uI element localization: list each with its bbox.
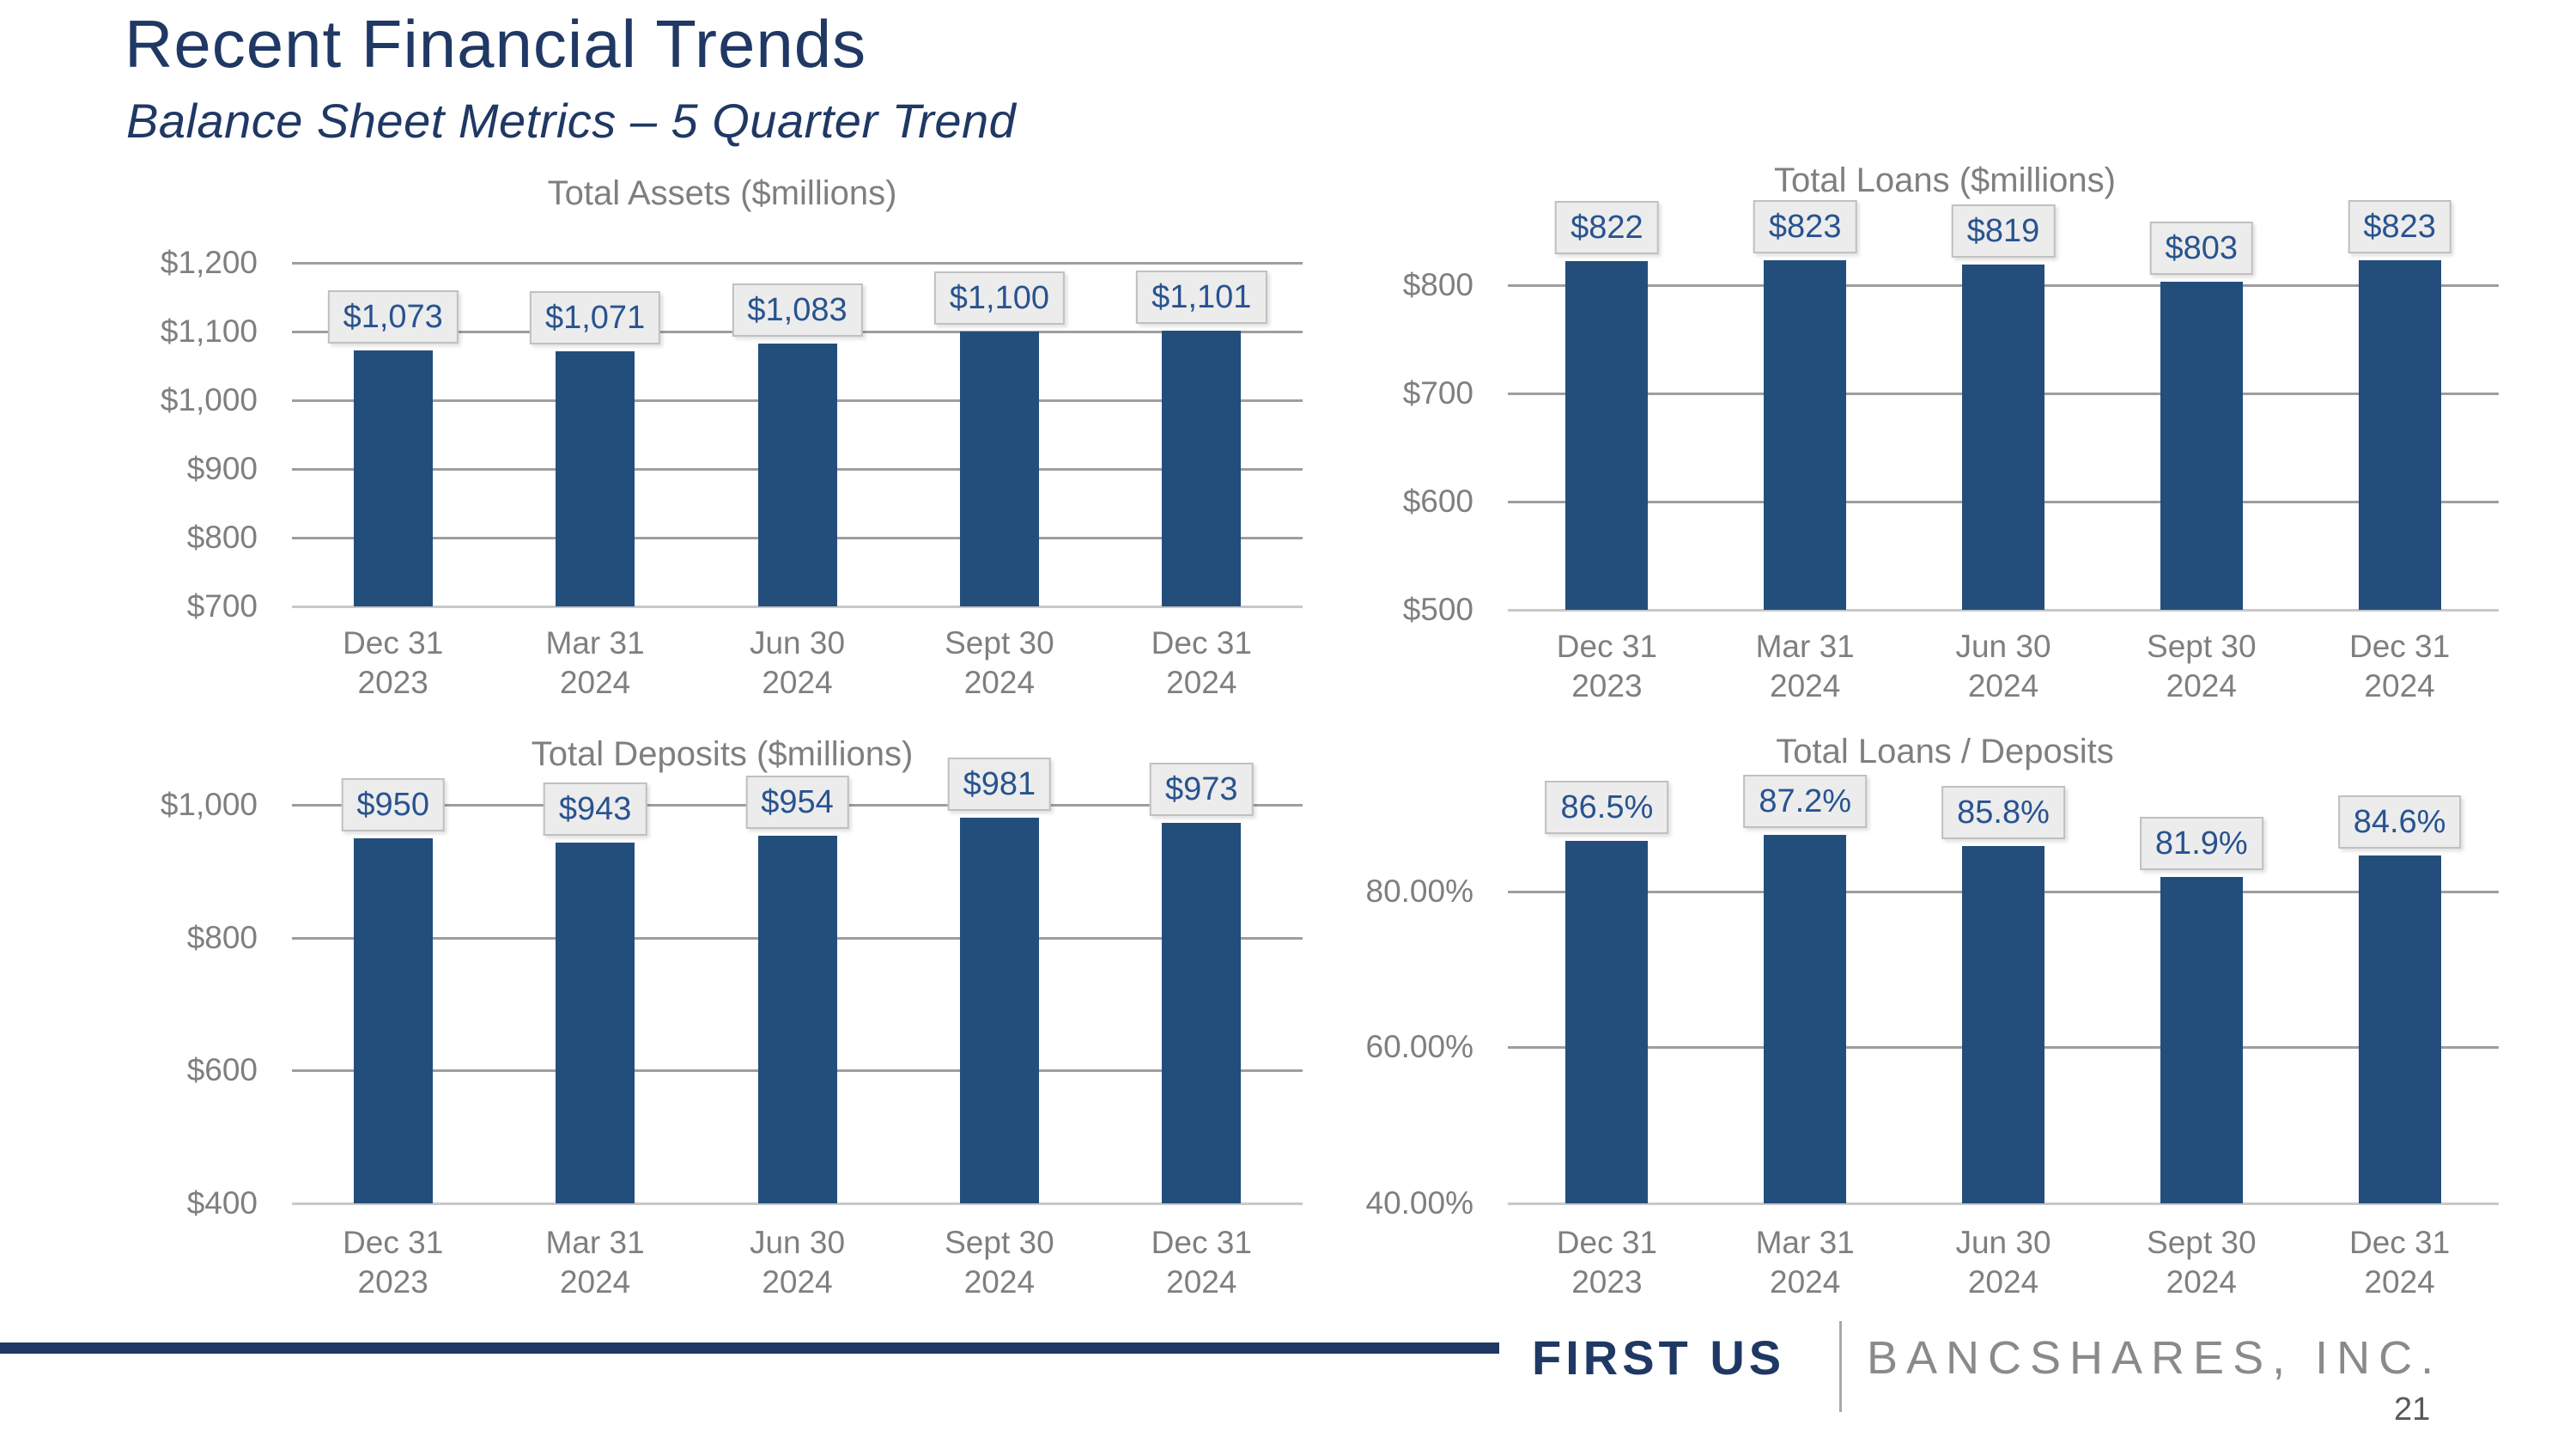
bar-value-label: $954 bbox=[745, 775, 849, 829]
bar-value-label: $1,101 bbox=[1136, 271, 1267, 325]
x-category-label: Jun 30 2024 bbox=[749, 1225, 846, 1300]
x-category-label: Sept 30 2024 bbox=[2147, 1225, 2257, 1300]
y-tick-label: $600 bbox=[186, 1052, 258, 1088]
bar bbox=[1764, 835, 1847, 1203]
chart-title: Total Loans ($millions) bbox=[1774, 161, 2116, 199]
bar bbox=[353, 350, 433, 606]
bar-value-label: $819 bbox=[1951, 204, 2056, 259]
bar-value-label: 81.9% bbox=[2139, 816, 2263, 870]
bar-value-label: 84.6% bbox=[2337, 795, 2462, 849]
bar-value-label: 87.2% bbox=[1743, 775, 1868, 829]
bar bbox=[556, 843, 635, 1203]
brand-name-primary: FIRST US bbox=[1532, 1330, 1786, 1385]
y-tick-label: $1,000 bbox=[160, 787, 258, 823]
bar bbox=[757, 835, 837, 1203]
bar-value-label: $943 bbox=[543, 782, 647, 837]
x-category-label: Dec 31 2023 bbox=[343, 1225, 444, 1300]
bar bbox=[2160, 876, 2243, 1203]
bar bbox=[1162, 331, 1242, 606]
x-category-label: Dec 31 2023 bbox=[1556, 629, 1658, 703]
bar-value-label: $822 bbox=[1555, 201, 1659, 255]
y-tick-label: $1,000 bbox=[160, 382, 258, 417]
slide-title: Recent Financial Trends bbox=[125, 6, 867, 82]
x-category-label: Jun 30 2024 bbox=[749, 625, 846, 700]
bar bbox=[757, 343, 837, 606]
y-tick-label: $500 bbox=[1402, 592, 1473, 627]
chart-title: Total Deposits ($millions) bbox=[531, 735, 914, 773]
bar bbox=[556, 351, 635, 606]
y-gridline bbox=[292, 262, 1303, 265]
brand-name-secondary: BANCSHARES, INC. bbox=[1867, 1332, 2443, 1384]
x-category-label: Sept 30 2024 bbox=[945, 1225, 1054, 1300]
y-tick-label: 60.00% bbox=[1365, 1029, 1474, 1065]
bar-value-label: $1,100 bbox=[933, 271, 1066, 325]
y-gridline bbox=[292, 606, 1303, 608]
y-tick-label: 40.00% bbox=[1365, 1185, 1474, 1221]
bar bbox=[2358, 260, 2441, 610]
bar-value-label: $981 bbox=[947, 757, 1052, 811]
y-tick-label: $700 bbox=[1402, 375, 1473, 411]
bar bbox=[353, 837, 433, 1203]
x-category-label: Mar 31 2024 bbox=[545, 625, 645, 700]
slide-subtitle: Balance Sheet Metrics – 5 Quarter Trend bbox=[126, 94, 1017, 148]
footer-accent-rule bbox=[0, 1342, 1499, 1354]
bar-value-label: $823 bbox=[1753, 200, 1857, 254]
bar bbox=[2160, 282, 2243, 610]
x-category-label: Jun 30 2024 bbox=[1955, 1225, 2051, 1300]
bar bbox=[2358, 855, 2441, 1203]
bar bbox=[1565, 840, 1649, 1203]
x-category-label: Dec 31 2024 bbox=[2348, 629, 2451, 703]
y-tick-label: $1,100 bbox=[160, 314, 258, 349]
x-category-label: Sept 30 2024 bbox=[2147, 629, 2257, 703]
y-tick-label: $900 bbox=[186, 451, 258, 486]
chart-title: Total Loans / Deposits bbox=[1776, 733, 2114, 770]
bar-value-label: $1,071 bbox=[529, 291, 661, 345]
bar-value-label: $1,083 bbox=[732, 283, 863, 337]
bar-value-label: 85.8% bbox=[1941, 786, 2065, 840]
y-tick-label: $700 bbox=[186, 588, 258, 624]
bar bbox=[1962, 265, 2044, 610]
bar-value-label: $973 bbox=[1150, 762, 1254, 816]
bar bbox=[959, 332, 1039, 606]
y-tick-label: $800 bbox=[1402, 267, 1473, 302]
bar bbox=[1565, 261, 1649, 610]
x-category-label: Jun 30 2024 bbox=[1955, 629, 2051, 703]
x-category-label: Mar 31 2024 bbox=[1755, 1225, 1855, 1300]
y-gridline bbox=[1508, 609, 2499, 612]
bar bbox=[1764, 260, 1847, 610]
y-tick-label: $800 bbox=[186, 520, 258, 555]
chart-title: Total Assets ($millions) bbox=[547, 174, 897, 212]
page-number: 21 bbox=[2394, 1391, 2431, 1428]
bar-value-label: $803 bbox=[2149, 222, 2254, 276]
x-category-label: Dec 31 2024 bbox=[1151, 1225, 1252, 1300]
x-category-label: Dec 31 2023 bbox=[1556, 1225, 1658, 1300]
bar bbox=[1162, 822, 1242, 1203]
bar-value-label: 86.5% bbox=[1545, 780, 1669, 834]
bar bbox=[1962, 846, 2044, 1203]
y-tick-label: $600 bbox=[1402, 484, 1473, 519]
bar bbox=[959, 817, 1039, 1203]
bar-value-label: $1,073 bbox=[327, 289, 459, 344]
x-category-label: Sept 30 2024 bbox=[945, 625, 1054, 700]
y-tick-label: $800 bbox=[186, 919, 258, 955]
x-category-label: Dec 31 2024 bbox=[2348, 1225, 2451, 1300]
y-gridline bbox=[1508, 1202, 2499, 1205]
y-tick-label: $400 bbox=[186, 1185, 258, 1221]
y-tick-label: $1,200 bbox=[160, 245, 258, 280]
x-category-label: Mar 31 2024 bbox=[1755, 629, 1855, 703]
y-tick-label: 80.00% bbox=[1365, 873, 1474, 909]
y-gridline bbox=[292, 1202, 1303, 1205]
x-category-label: Mar 31 2024 bbox=[545, 1225, 645, 1300]
bar-value-label: $950 bbox=[341, 777, 445, 831]
x-category-label: Dec 31 2023 bbox=[343, 625, 444, 700]
x-category-label: Dec 31 2024 bbox=[1151, 625, 1252, 700]
brand-divider-line bbox=[1839, 1321, 1842, 1412]
bar-value-label: $823 bbox=[2348, 200, 2451, 254]
